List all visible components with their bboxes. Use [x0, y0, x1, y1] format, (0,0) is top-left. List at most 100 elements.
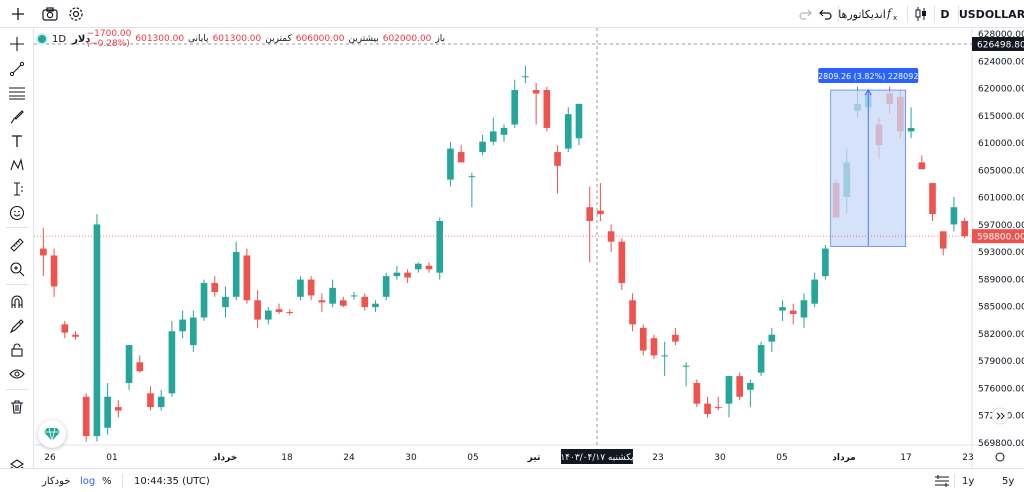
lock-draw-tool[interactable]: [7, 316, 27, 336]
time-tick-label: 23: [652, 453, 663, 463]
fib-tool[interactable]: [7, 83, 27, 103]
crosshair-tool[interactable]: [7, 34, 27, 54]
candle-body: [907, 127, 915, 132]
range-1y-button[interactable]: 1y: [962, 473, 974, 489]
zoom-tool[interactable]: [7, 259, 27, 279]
brush-tool[interactable]: [7, 107, 27, 127]
candle-body: [136, 362, 144, 372]
crosshair-price-label: 626498.80: [977, 41, 1024, 51]
candles-icon: [915, 7, 926, 21]
candle-body: [254, 300, 261, 320]
candle-body: [607, 231, 615, 242]
lock-tool[interactable]: [7, 340, 27, 360]
diamond-logo-icon: [44, 427, 60, 441]
time-tick-label: 18: [281, 453, 293, 463]
date-range-button[interactable]: [934, 473, 950, 489]
date-range-icon: [935, 475, 949, 487]
price-tick-label: 628000.00: [978, 30, 1024, 40]
zoom-icon: [10, 262, 25, 277]
chart-type-button[interactable]: [910, 3, 932, 25]
candle-body: [779, 307, 786, 311]
symbol-search-button[interactable]: USDOLLAR: [958, 3, 1024, 25]
symbol-header[interactable]: 1D دلار: [38, 31, 90, 47]
drawing-toolbar: [0, 28, 34, 492]
crosshair-time-bg: [561, 449, 633, 464]
candle-body: [243, 255, 251, 301]
log-label: log: [80, 475, 96, 487]
range-5y-button[interactable]: 5y: [1002, 473, 1014, 489]
candle-body: [425, 265, 433, 270]
candle-body: [800, 300, 808, 318]
candle-body: [40, 248, 47, 256]
time-tick-label: مرداد: [832, 453, 856, 463]
legend-interval: 1D: [52, 33, 67, 45]
trendline-icon: [9, 61, 25, 77]
candle-body: [286, 311, 294, 313]
legend-symbol-title: دلار: [72, 33, 91, 45]
candle-body: [115, 407, 122, 411]
timezone-button[interactable]: 10:44:35 (UTC): [134, 473, 210, 489]
candle-body: [489, 131, 497, 142]
emoji-tool[interactable]: [7, 203, 27, 223]
candle-body: [500, 127, 508, 135]
candle-body: [436, 220, 444, 273]
price-tick-label: 597000.00: [978, 221, 1024, 231]
candle-body: [147, 393, 154, 408]
brand-badge[interactable]: [38, 420, 66, 448]
projection-tool[interactable]: [7, 179, 27, 199]
candle-body: [125, 345, 133, 383]
symbol-label: USDOLLAR: [958, 7, 1024, 21]
redo-button[interactable]: [795, 3, 817, 25]
candle-body: [789, 310, 797, 315]
candle-body: [329, 287, 336, 304]
candle-body: [693, 382, 701, 404]
log-scale-button[interactable]: log: [80, 473, 95, 489]
emoji-icon: [9, 205, 25, 221]
time-tick-label: خرداد: [213, 453, 237, 463]
price-tick-label: 585000.00: [978, 303, 1024, 313]
indicators-button[interactable]: اندیکاتورها: [838, 3, 886, 25]
candle-body: [222, 296, 229, 308]
remove-drawings-tool[interactable]: [7, 397, 27, 417]
screenshot-button[interactable]: [38, 3, 62, 25]
pattern-tool[interactable]: [7, 155, 27, 175]
candle-body: [811, 279, 818, 304]
change-value: −1700.00 (−0.28%): [86, 29, 132, 49]
price-tick-label: 569800.00: [978, 439, 1024, 449]
range-1y-label: 1y: [962, 475, 975, 487]
price-tick-label: 610000.00: [978, 139, 1024, 149]
candle-body: [618, 241, 626, 284]
price-chart[interactable]: 628000.00 624000.00 620000.00 615000.00 6100…: [34, 28, 1024, 468]
candle-body: [522, 76, 529, 78]
magnet-tool[interactable]: [7, 292, 27, 312]
undo-button[interactable]: [814, 3, 836, 25]
time-tick-label: 05: [467, 453, 478, 463]
candle-body: [554, 152, 561, 166]
indicators-label: اندیکاتورها: [838, 7, 886, 21]
candle-body: [211, 283, 219, 292]
crosshair-icon: [10, 37, 24, 51]
candle-body: [82, 396, 90, 437]
candle-body: [511, 90, 519, 125]
text-tool[interactable]: [7, 131, 27, 151]
trendline-tool[interactable]: [7, 59, 27, 79]
range-5y-label: 5y: [1002, 475, 1015, 487]
percent-scale-button[interactable]: %: [102, 473, 112, 489]
auto-scale-button[interactable]: خودکار: [42, 473, 70, 489]
settings-button[interactable]: [64, 3, 88, 25]
interval-button[interactable]: D: [936, 3, 954, 25]
visibility-tool[interactable]: [7, 364, 27, 384]
menu-button[interactable]: [6, 3, 30, 25]
candle-body: [468, 176, 476, 178]
pattern-icon: [10, 158, 24, 171]
price-tick-label: 601000.00: [978, 194, 1024, 204]
ruler-tool[interactable]: [7, 235, 27, 255]
price-tick-label: 624000.00: [978, 57, 1024, 67]
low-label: کمترین: [265, 34, 292, 44]
redo-icon: [799, 9, 812, 20]
percent-label: %: [102, 475, 112, 487]
candle-body: [736, 376, 743, 397]
